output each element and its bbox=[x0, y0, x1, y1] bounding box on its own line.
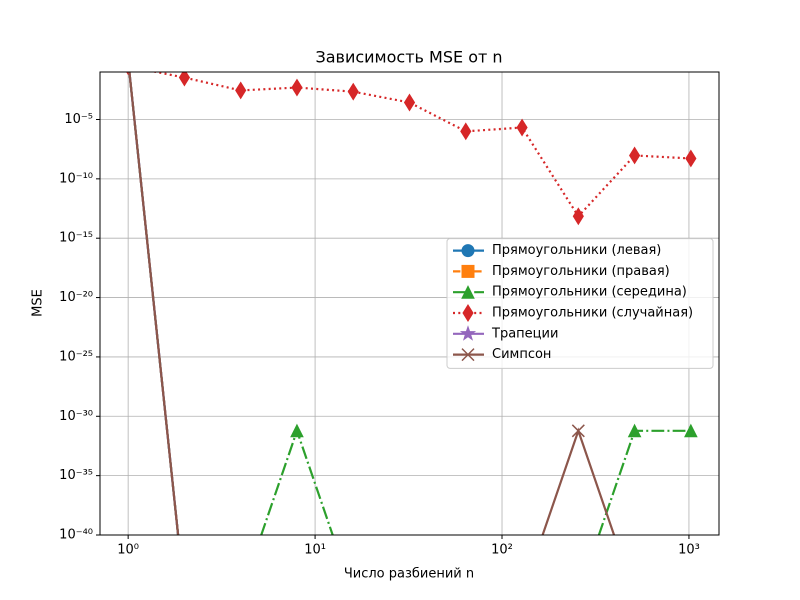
marker bbox=[461, 244, 475, 258]
x-axis-label: Число разбиений n bbox=[344, 567, 474, 582]
marker bbox=[571, 424, 585, 438]
marker bbox=[462, 304, 474, 322]
marker bbox=[290, 423, 304, 438]
marker bbox=[347, 82, 359, 101]
y-tick-label: 10⁻³⁵ bbox=[59, 468, 93, 483]
marker bbox=[461, 264, 475, 278]
marker bbox=[403, 93, 416, 112]
series-line bbox=[150, 72, 691, 219]
y-tick-label: 10⁻²⁰ bbox=[59, 290, 93, 305]
x-tick-label: 10² bbox=[491, 543, 513, 558]
marker bbox=[685, 149, 697, 168]
y-tick-label: 10⁻⁴⁰ bbox=[59, 528, 93, 543]
y-axis-label: MSE bbox=[31, 289, 46, 317]
legend-label: Трапеции bbox=[491, 326, 558, 341]
y-tick-label: 10⁻³⁰ bbox=[59, 409, 93, 424]
marker bbox=[291, 78, 303, 97]
legend: Прямоугольники (левая) Прямоугольники (пр… bbox=[446, 238, 714, 369]
y-tick-label: 10⁻¹⁰ bbox=[59, 171, 93, 186]
legend-label: Симпсон bbox=[492, 347, 551, 362]
y-tick-label: 10⁻⁵ bbox=[64, 112, 93, 127]
plot-area bbox=[126, 72, 698, 535]
x-tick-label: 10⁰ bbox=[117, 543, 139, 558]
legend-box bbox=[446, 238, 714, 369]
marker bbox=[572, 207, 584, 226]
x-tick-label: 10³ bbox=[678, 543, 700, 558]
marker bbox=[461, 285, 475, 299]
x-tick-label: 10¹ bbox=[304, 543, 326, 558]
y-tick-label: 10⁻¹⁵ bbox=[59, 231, 93, 246]
chart-title: Зависимость MSE от n bbox=[315, 48, 502, 67]
legend-label: Прямоугольники (случайная) bbox=[492, 306, 693, 321]
marker bbox=[459, 325, 477, 341]
ticks: 10⁰ 10¹ 10² 10³ 10⁻⁴⁰ 10⁻³⁵ 10⁻³⁰ 10⁻²⁵ 10⁻²⁰ 10⁻… bbox=[59, 112, 700, 558]
legend-label: Прямоугольники (середина) bbox=[492, 285, 687, 300]
axes-frame bbox=[99, 71, 720, 536]
legend-label: Прямоугольники (правая) bbox=[492, 264, 670, 279]
marker bbox=[461, 348, 475, 362]
marker bbox=[684, 423, 698, 438]
marker bbox=[460, 122, 472, 141]
legend-label: Прямоугольники (левая) bbox=[492, 243, 661, 258]
marker bbox=[235, 81, 247, 100]
series-line bbox=[128, 72, 616, 535]
y-tick-label: 10⁻²⁵ bbox=[59, 349, 93, 364]
marker bbox=[629, 146, 641, 165]
marker bbox=[178, 72, 191, 87]
marker bbox=[516, 118, 528, 137]
marker bbox=[627, 423, 642, 438]
